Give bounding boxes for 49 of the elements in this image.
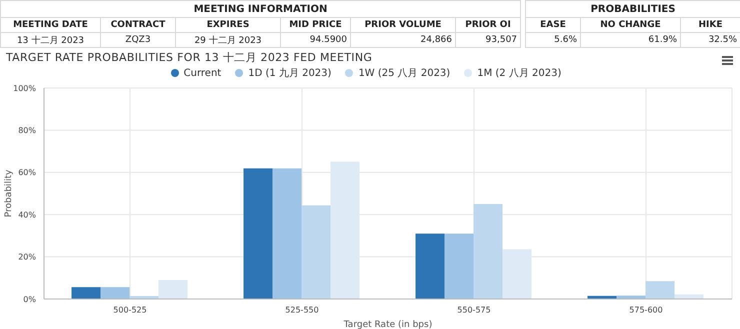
bar: [502, 249, 532, 299]
category-label: MEETING DATE: [0, 18, 100, 32]
bar: [444, 234, 474, 299]
category-label: EASE: [526, 18, 580, 32]
legend-label: Current: [182, 66, 222, 80]
y-tick-label: 100%: [13, 84, 36, 93]
category-label: EXPIRES: [176, 18, 280, 32]
bar: [100, 287, 130, 299]
x-axis-title: Target Rate (in bps): [342, 320, 432, 329]
x-tick-label: 550-575: [457, 306, 491, 315]
bar: [302, 205, 331, 299]
text: 93,507: [456, 32, 521, 48]
legend-label: 1D (1 九月 2023): [247, 66, 332, 80]
text: ZQZ3: [100, 32, 176, 48]
text: 61.9%: [580, 32, 680, 48]
bar: [72, 287, 101, 299]
chart-title: TARGET RATE PROBABILITIES FOR 13 十二月 2023 FED MEETING: [6, 50, 372, 65]
text: 5.6%: [526, 32, 580, 48]
bar: [158, 280, 188, 299]
y-tick-label: 60%: [18, 168, 36, 178]
text: 32.5%: [680, 32, 740, 48]
x-tick-label: 500-525: [113, 306, 147, 315]
y-tick-label: 40%: [18, 210, 36, 220]
text: MEETING INFORMATION: [0, 0, 521, 18]
category-label: NO CHANGE: [580, 18, 680, 32]
bar: [416, 234, 445, 299]
category-label: MID PRICE: [280, 18, 350, 32]
y-axis-title: Probability: [4, 169, 14, 218]
x-tick-label: 525-550: [285, 306, 319, 315]
y-tick-label: 20%: [18, 252, 36, 262]
text: 13 十二月 2023: [0, 32, 100, 48]
category-label: PRIOR VOLUME: [350, 18, 456, 32]
bar: [272, 168, 302, 299]
bar: [646, 281, 675, 299]
bar: [330, 162, 360, 299]
category-label: CONTRACT: [100, 18, 176, 32]
legend-label: 1M (2 八月 2023): [476, 67, 562, 80]
text: 94.5900: [280, 32, 350, 48]
text: 24,866: [350, 32, 456, 48]
bar: [244, 168, 273, 299]
text: PROBABILITIES: [526, 0, 740, 18]
text: 29 十二月 2023: [176, 32, 280, 48]
legend-label: 1W (25 八月 2023): [357, 67, 450, 80]
category-label: PRIOR OI: [456, 18, 521, 32]
y-tick-label: 0%: [23, 294, 36, 304]
x-tick-label: 575-600: [629, 306, 663, 315]
category-label: HIKE: [680, 18, 740, 32]
bar: [474, 204, 503, 299]
y-tick-label: 80%: [18, 126, 36, 136]
